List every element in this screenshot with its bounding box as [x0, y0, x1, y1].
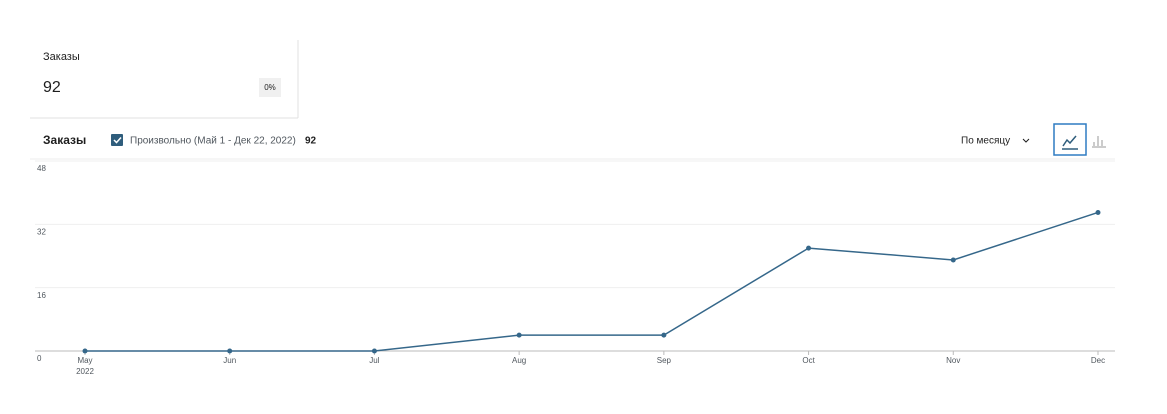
point [516, 332, 522, 338]
line-icon [1062, 135, 1078, 150]
check-icon [113, 136, 122, 144]
point [806, 245, 812, 251]
y-tick-label: 32 [37, 227, 46, 236]
chevron [1022, 138, 1030, 143]
point [371, 348, 377, 354]
point [227, 348, 233, 354]
legend-checkbox[interactable] [111, 134, 123, 146]
x-tick-label: Aug [512, 356, 526, 365]
point [661, 332, 667, 338]
x-tick-label: Dec [1091, 356, 1105, 365]
legend-total: 92 [305, 136, 317, 147]
chart-title: Заказы [43, 133, 86, 147]
point [1095, 209, 1101, 215]
card-value: 92 [43, 79, 61, 96]
x-tick-label: Nov [946, 356, 960, 365]
y-tick-label: 16 [37, 291, 46, 300]
card-delta: 0% [264, 83, 276, 92]
line [85, 211, 1099, 352]
line-chart-button[interactable] [1053, 123, 1087, 156]
delta-badge [259, 78, 281, 97]
bar-chart-button[interactable] [1092, 136, 1106, 148]
point [950, 257, 956, 263]
x-tick-label: Jun [223, 356, 236, 365]
x-tick-label: May [77, 356, 92, 365]
interval-select[interactable]: По месяцу [961, 136, 1010, 147]
x-tick-label: Oct [802, 356, 815, 365]
x-year-label: 2022 [76, 367, 94, 376]
y-tick-label: 48 [37, 164, 46, 173]
x-tick-label: Jul [369, 356, 379, 365]
point [82, 348, 88, 354]
y-tick-label: 0 [37, 354, 42, 363]
card-label: Заказы [43, 51, 80, 63]
legend-label: Произвольно (Май 1 - Дек 22, 2022) [130, 136, 296, 147]
x-tick-label: Sep [657, 356, 672, 365]
